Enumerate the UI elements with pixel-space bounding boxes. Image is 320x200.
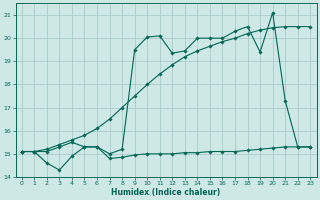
- X-axis label: Humidex (Indice chaleur): Humidex (Indice chaleur): [111, 188, 221, 197]
